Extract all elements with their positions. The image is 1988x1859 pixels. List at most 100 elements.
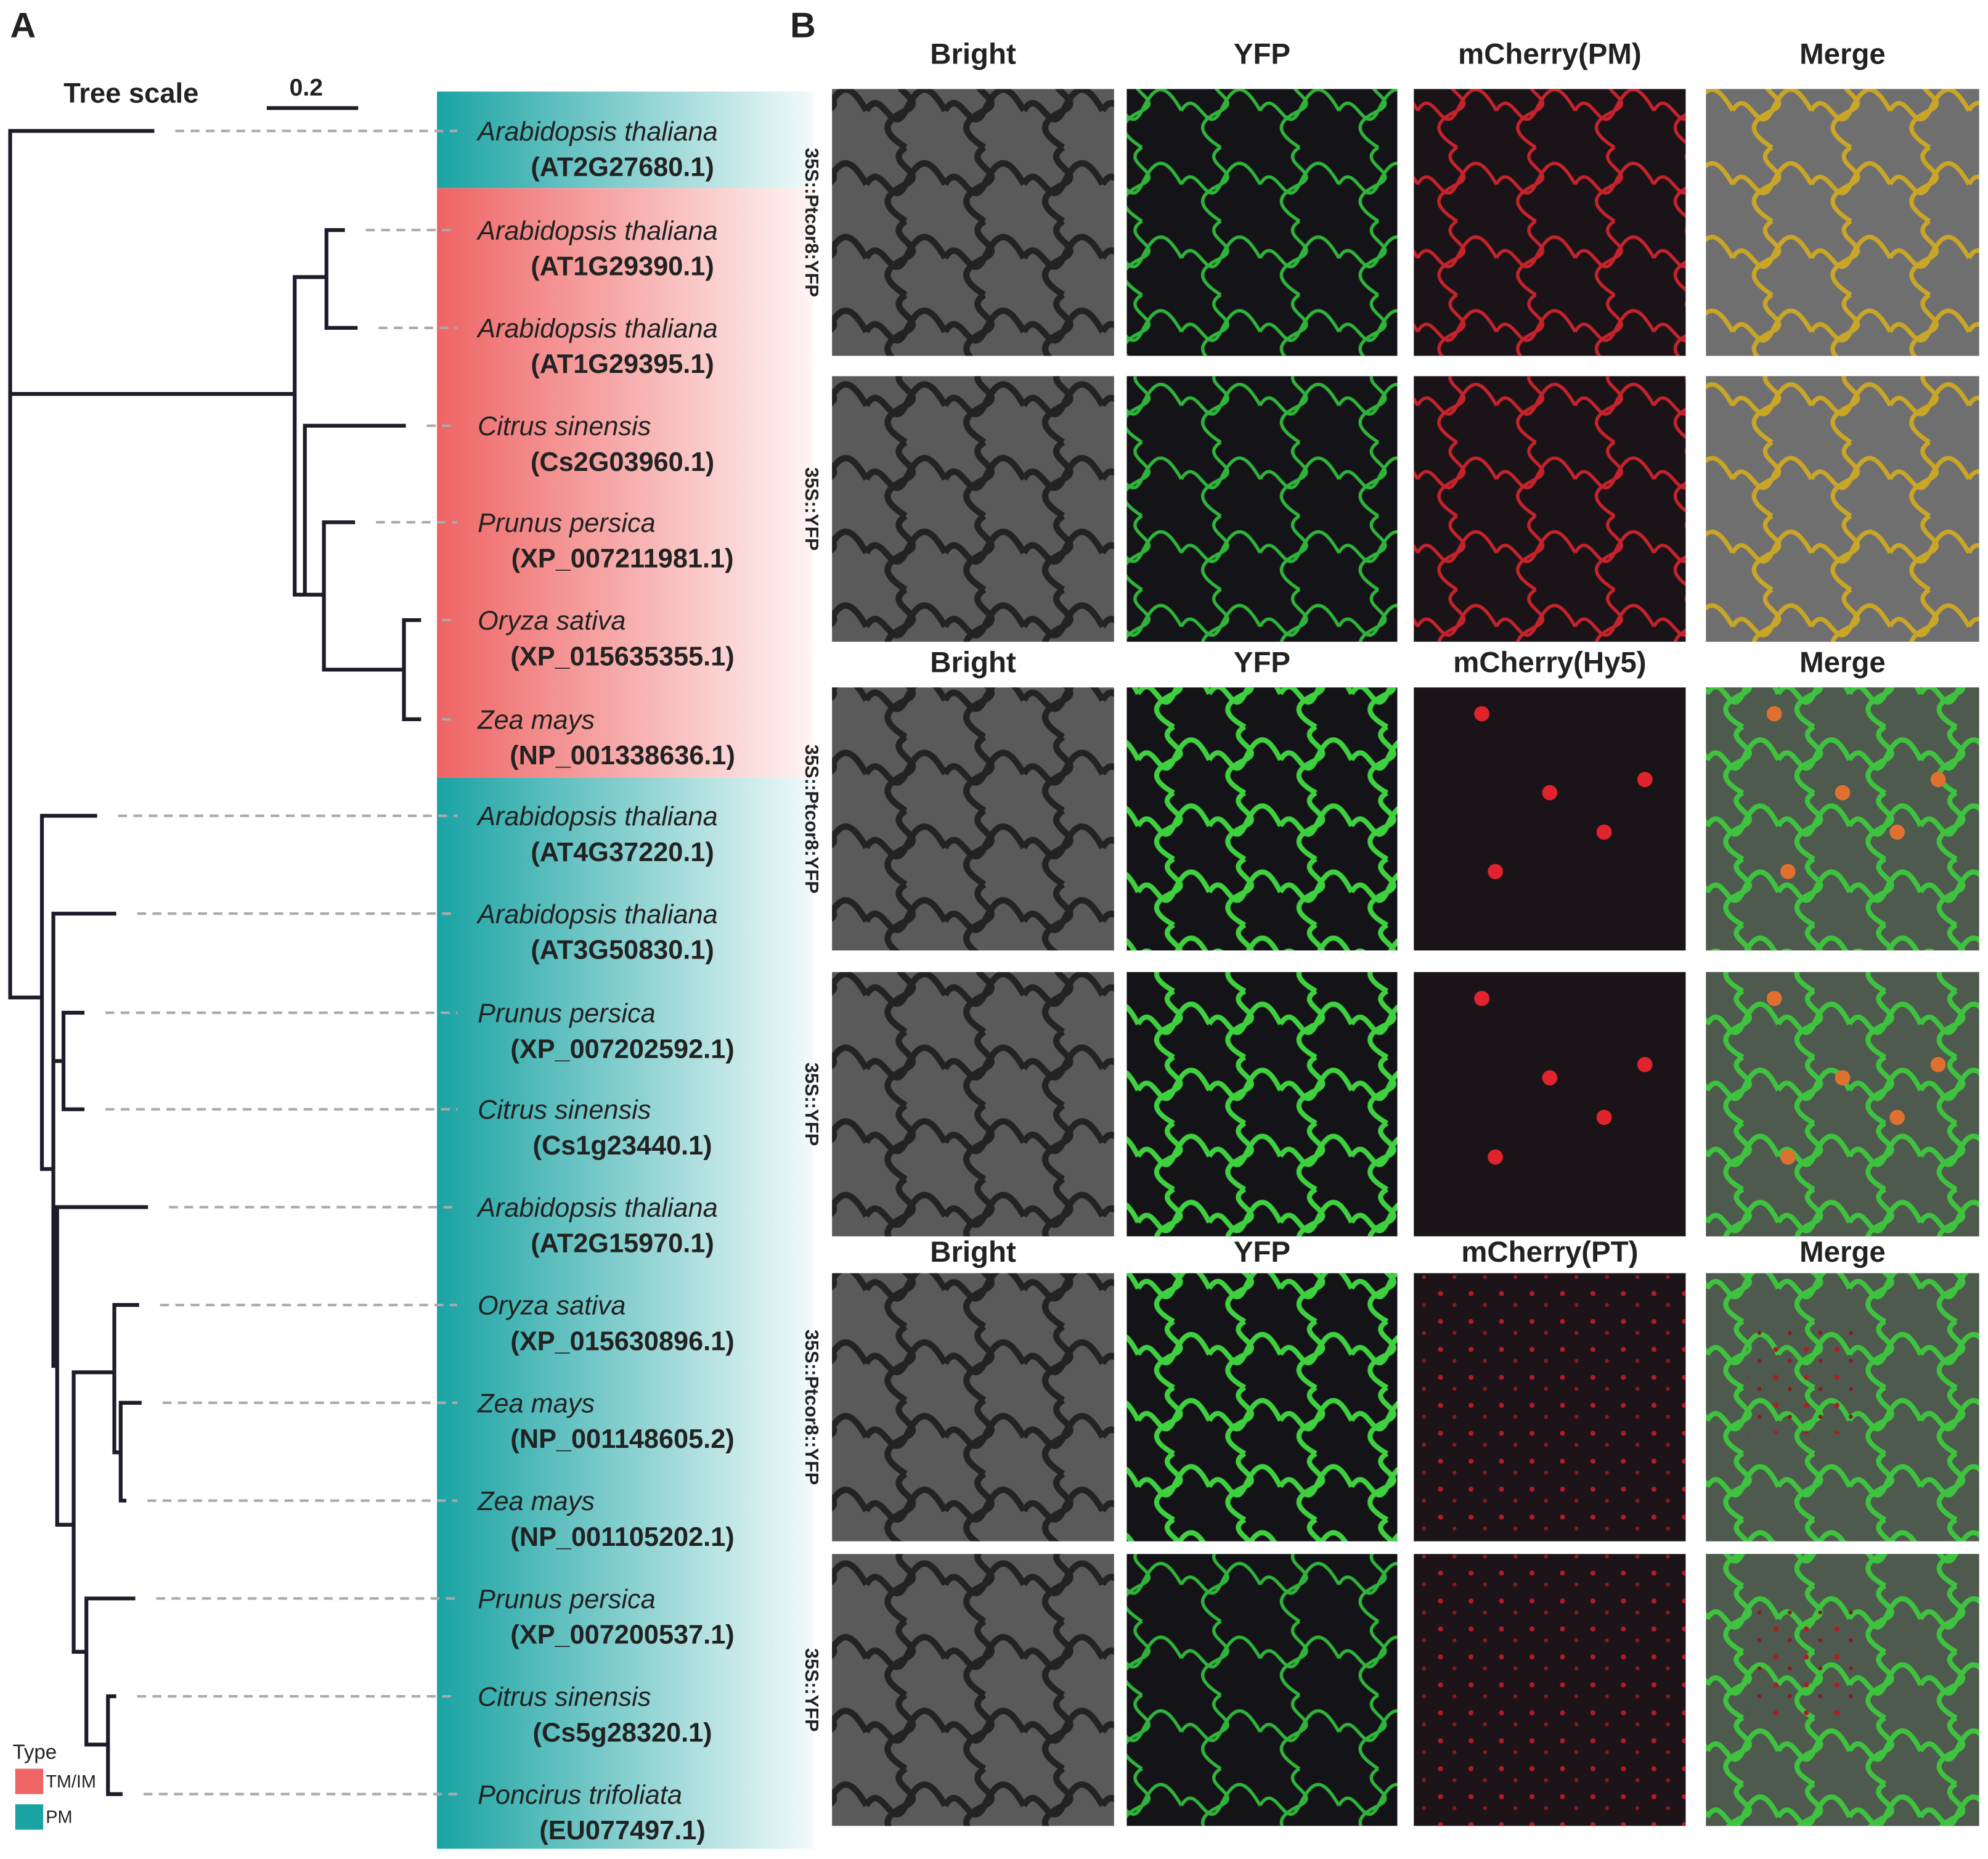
leaf-species: Prunus persica — [478, 1585, 656, 1614]
micrograph-texture — [1414, 1554, 1686, 1826]
leaf-id: (XP_015630896.1) — [510, 1326, 734, 1356]
leaf-id: (AT4G37220.1) — [531, 838, 714, 867]
row-label: 35S::Ptcor8:YFP — [801, 745, 823, 894]
nucleus — [1637, 1056, 1653, 1072]
leaf-species: Zea mays — [477, 1389, 595, 1418]
micrograph — [1414, 972, 1686, 1236]
micrograph-texture — [1706, 89, 1979, 356]
micrograph-texture — [832, 687, 1114, 951]
row-label: 35S::Ptcor8:YFP — [801, 148, 823, 297]
legend-title: Type — [13, 1740, 57, 1763]
leaf-id: (AT2G15970.1) — [531, 1229, 714, 1259]
legend-swatch — [15, 1768, 44, 1794]
column-header: mCherry(PT) — [1461, 1236, 1638, 1269]
column-header: mCherry(PM) — [1458, 38, 1642, 70]
leaf-species: Arabidopsis thaliana — [476, 1193, 718, 1223]
legend-item: TM/IM — [46, 1772, 96, 1792]
leaf-id: (Cs2G03960.1) — [531, 447, 714, 477]
leaf-id: (AT3G50830.1) — [531, 936, 714, 965]
column-header: Merge — [1799, 647, 1886, 679]
leaf-species: Poncirus trifoliata — [478, 1780, 682, 1810]
nucleus — [1596, 1109, 1612, 1126]
leaf-id: (Cs5g28320.1) — [533, 1718, 712, 1747]
row-label: 35S::YFP — [801, 1648, 823, 1732]
column-header: Bright — [930, 1236, 1016, 1269]
nucleus — [1889, 824, 1905, 840]
leaf-species: Citrus sinensis — [478, 412, 651, 441]
column-header: YFP — [1234, 1236, 1290, 1269]
leaf-id: (EU077497.1) — [539, 1816, 705, 1845]
column-header: Merge — [1799, 1236, 1886, 1269]
nucleus — [1474, 706, 1489, 722]
nucleus — [1488, 1149, 1503, 1165]
leaf-species: Zea mays — [477, 1487, 595, 1516]
micrograph-texture — [832, 376, 1114, 642]
row-label: 35S::YFP — [801, 1063, 823, 1146]
leaf-id: (XP_007200537.1) — [510, 1620, 734, 1650]
nucleus — [1542, 785, 1558, 801]
tree — [8, 129, 422, 1796]
nucleus — [1780, 1149, 1796, 1165]
leaf-species: Prunus persica — [478, 509, 656, 538]
nucleus — [1596, 824, 1612, 840]
micrograph-texture — [1746, 1326, 1857, 1434]
leaf-id: (NP_001148605.2) — [510, 1424, 734, 1454]
nucleus — [1930, 1056, 1946, 1072]
pm-band — [437, 777, 813, 1849]
micrograph-texture — [832, 1554, 1114, 1826]
column-header: mCherry(Hy5) — [1453, 647, 1647, 679]
leaf-species: Citrus sinensis — [478, 1095, 651, 1125]
nucleus — [1766, 991, 1782, 1007]
micrograph-texture — [1414, 376, 1686, 642]
leaf-id: (XP_007211981.1) — [511, 544, 734, 574]
pm-band — [437, 91, 813, 189]
micrograph-texture — [1706, 972, 1979, 1236]
leaf-id: (NP_001338636.1) — [510, 741, 735, 770]
leaf-species: Prunus persica — [478, 999, 656, 1029]
nucleus — [1488, 864, 1503, 880]
panel-a: A Tree scale 0.2 Type TM/IM PM Arabidops… — [8, 6, 813, 1849]
column-header: Bright — [930, 38, 1016, 70]
micrograph — [1414, 687, 1686, 951]
panel-label: A — [10, 6, 36, 46]
leaf-id: (NP_001105202.1) — [510, 1522, 734, 1552]
leaf-species: Arabidopsis thaliana — [476, 117, 718, 147]
micrograph-texture — [832, 1273, 1114, 1542]
column-header: YFP — [1234, 38, 1290, 70]
micrograph-texture — [1126, 89, 1398, 356]
micrograph-texture — [1706, 687, 1979, 951]
leaf-id: (AT1G29390.1) — [531, 252, 714, 282]
leaf-species: Arabidopsis thaliana — [476, 314, 718, 344]
micrograph-texture — [832, 972, 1114, 1236]
leaf-species: Citrus sinensis — [478, 1683, 651, 1712]
leaf-species: Zea mays — [477, 705, 595, 735]
leaf-id: (XP_007202592.1) — [510, 1034, 734, 1064]
micrograph-texture — [1126, 1554, 1398, 1826]
leaf-species: Oryza sativa — [478, 1291, 625, 1321]
micrograph-texture — [1126, 972, 1398, 1236]
nucleus — [1889, 1109, 1905, 1126]
nucleus — [1930, 772, 1946, 788]
leaf-id: (XP_015635355.1) — [510, 642, 734, 671]
column-header: Bright — [930, 647, 1016, 679]
nucleus — [1474, 991, 1489, 1007]
column-header: Merge — [1799, 38, 1886, 70]
leaf-id: (AT2G27680.1) — [531, 153, 714, 182]
leaf-id: (AT1G29395.1) — [531, 349, 714, 379]
column-header: YFP — [1234, 647, 1290, 679]
leaf-species: Arabidopsis thaliana — [476, 802, 718, 831]
row-label: 35S::Ptcor8::YFP — [801, 1330, 823, 1485]
micrograph-texture — [1746, 1608, 1857, 1717]
tree-scale-title: Tree scale — [63, 78, 198, 109]
legend-swatch — [15, 1804, 44, 1830]
leaf-species: Oryza sativa — [478, 607, 625, 636]
tm-band — [437, 188, 813, 778]
leaf-species: Arabidopsis thaliana — [476, 900, 718, 930]
nucleus — [1637, 772, 1653, 788]
leaf-id: (Cs1g23440.1) — [533, 1131, 712, 1161]
row-label: 35S::YFP — [801, 467, 823, 551]
micrograph-texture — [1414, 1273, 1686, 1542]
leaf-species: Arabidopsis thaliana — [476, 216, 718, 246]
micrograph-texture — [1706, 376, 1979, 642]
tree-scale-value: 0.2 — [290, 75, 323, 101]
